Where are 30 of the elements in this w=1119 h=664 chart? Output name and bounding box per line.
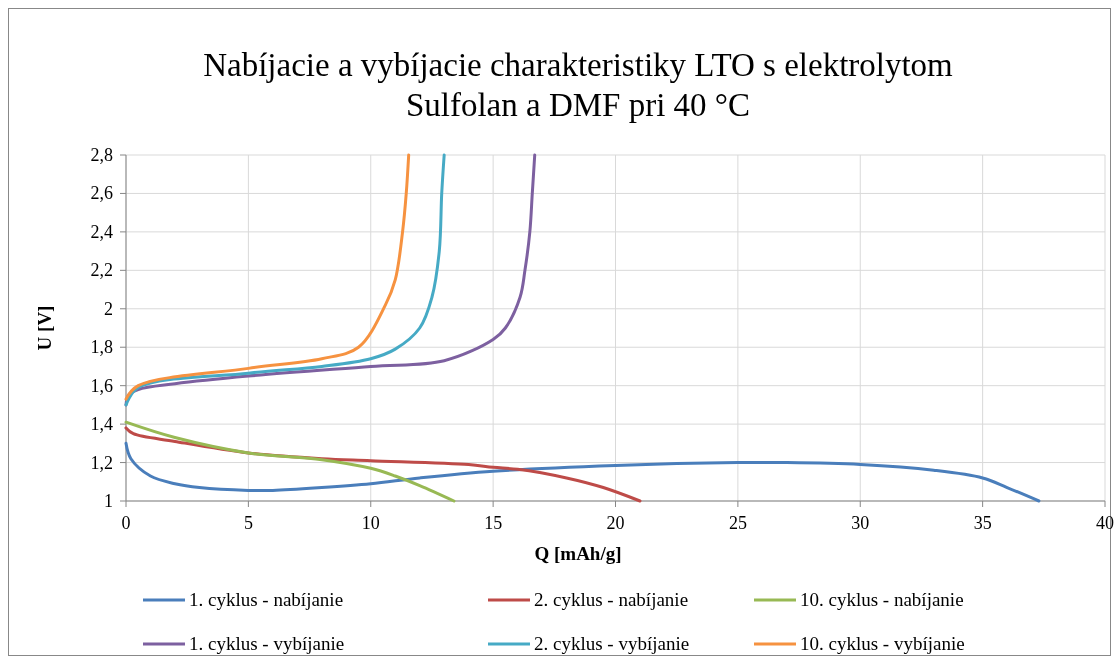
y-tick-label: 1,2 — [90, 452, 113, 473]
y-tick-label: 2,4 — [90, 221, 113, 242]
y-tick-label: 2 — [104, 298, 113, 319]
line-series — [124, 420, 456, 503]
x-tick-label: 40 — [1096, 513, 1114, 533]
y-tick-label: 1 — [104, 491, 113, 511]
x-tick-label: 20 — [606, 513, 625, 533]
legend-label: 10. cyklus - vybíjanie — [800, 633, 965, 654]
x-tick-label: 10 — [361, 513, 380, 533]
legend-label: 2. cyklus - nabíjanie — [534, 589, 689, 610]
y-tick-label: 1,6 — [90, 375, 113, 396]
legend-label: 1. cyklus - nabíjanie — [189, 589, 344, 610]
y-tick-label: 2,2 — [90, 260, 113, 281]
x-tick-label: 35 — [973, 513, 992, 533]
x-tick-label: 30 — [851, 513, 870, 533]
y-tick-label: 2,8 — [90, 145, 113, 165]
y-tick-label: 1,4 — [90, 414, 113, 435]
x-tick-label: 0 — [121, 513, 131, 533]
chart-title: Nabíjacie a vybíjacie charakteristiky LTO s elektrolytom Sulfolan a DMF pri 40 °C — [203, 47, 954, 123]
x-tick-label: 5 — [243, 513, 253, 533]
legend-label: 10. cyklus - nabíjanie — [800, 589, 964, 610]
y-axis-title: U [V] — [34, 305, 55, 351]
legend-label: 2. cyklus - vybíjanie — [534, 633, 690, 654]
line-series — [124, 441, 1041, 503]
x-tick-label: 25 — [728, 513, 747, 533]
y-tick-label: 1,8 — [90, 337, 113, 358]
x-tick-label: 15 — [484, 513, 503, 533]
x-axis-title: Q [mAh/g] — [534, 543, 622, 564]
legend-label: 1. cyklus - vybíjanie — [189, 633, 345, 654]
y-tick-label: 2,6 — [90, 183, 113, 204]
